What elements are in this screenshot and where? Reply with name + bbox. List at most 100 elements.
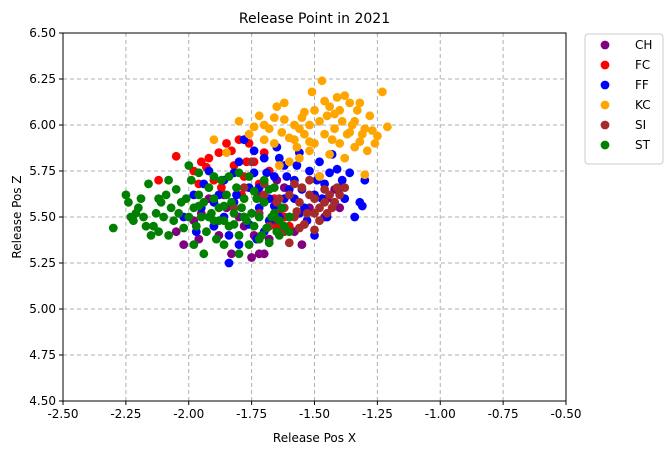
point-kc — [373, 131, 382, 141]
x-tick-label: -0.75 — [488, 407, 519, 421]
x-tick-label: -1.25 — [362, 407, 393, 421]
point-st — [237, 203, 247, 213]
point-st — [169, 216, 179, 226]
point-kc — [269, 113, 279, 122]
point-st — [227, 197, 236, 207]
point-st — [121, 190, 131, 200]
point-kc — [300, 107, 309, 117]
point-ch — [179, 240, 189, 250]
point-si — [332, 183, 342, 193]
point-st — [254, 234, 264, 244]
point-si — [315, 216, 324, 226]
point-ff — [337, 175, 347, 185]
point-kc — [360, 124, 370, 134]
legend-label-kc: KC — [635, 98, 651, 112]
point-ch — [171, 227, 181, 237]
legend-label-si: SI — [635, 118, 646, 132]
point-kc — [335, 105, 345, 115]
point-st — [209, 194, 219, 204]
x-tick-label: -1.50 — [299, 407, 330, 421]
point-st — [284, 227, 294, 237]
point-st — [164, 231, 174, 240]
point-kc — [362, 146, 372, 156]
point-st — [219, 240, 229, 250]
point-kc — [244, 129, 254, 139]
point-st — [154, 227, 164, 237]
point-ff — [274, 153, 284, 163]
point-kc — [305, 120, 314, 130]
point-st — [108, 223, 118, 233]
y-tick-label: 5.25 — [29, 256, 56, 270]
point-si — [239, 183, 249, 193]
point-st — [229, 208, 239, 218]
point-kc — [320, 129, 329, 139]
series-st — [108, 161, 294, 259]
x-tick-label: -1.75 — [236, 407, 267, 421]
point-st — [154, 194, 164, 204]
point-kc — [259, 120, 269, 130]
point-st — [232, 183, 241, 193]
point-ff — [315, 157, 324, 167]
point-kc — [274, 161, 284, 170]
point-kc — [330, 124, 339, 134]
point-st — [264, 238, 274, 248]
point-st — [179, 223, 189, 233]
point-si — [295, 223, 304, 233]
point-fc — [204, 153, 214, 163]
point-si — [320, 197, 329, 207]
point-ff — [234, 240, 244, 250]
point-st — [219, 201, 229, 211]
point-st — [123, 197, 133, 207]
point-st — [217, 175, 226, 185]
point-ff — [282, 172, 292, 181]
point-st — [214, 216, 224, 226]
point-ch — [247, 253, 256, 262]
point-kc — [284, 157, 294, 167]
point-st — [202, 227, 211, 237]
legend-box — [584, 33, 664, 165]
point-ff — [269, 172, 279, 181]
point-st — [196, 212, 206, 222]
point-st — [171, 185, 181, 194]
point-st — [277, 203, 287, 213]
point-st — [151, 208, 161, 218]
point-st — [181, 194, 191, 204]
point-kc — [317, 76, 327, 86]
point-kc — [322, 111, 332, 121]
point-fc — [217, 183, 226, 193]
x-tick-label: -2.25 — [110, 407, 141, 421]
point-kc — [355, 98, 365, 108]
series-kc — [209, 76, 392, 181]
point-st — [194, 201, 204, 211]
point-ch — [297, 240, 307, 250]
point-st — [161, 190, 171, 200]
point-kc — [295, 124, 304, 134]
point-kc — [259, 135, 269, 145]
point-st — [244, 240, 254, 250]
point-st — [184, 212, 194, 222]
y-tick-label: 4.50 — [29, 394, 56, 408]
y-tick-label: 6.25 — [29, 72, 56, 86]
point-st — [129, 216, 138, 226]
point-st — [141, 221, 151, 231]
point-kc — [272, 102, 282, 111]
point-st — [131, 208, 141, 218]
x-axis-ticks: -2.50 -2.25 -2.00 -1.75 -1.50 -1.25 -1.00 -0.75… — [47, 401, 582, 421]
point-kc — [292, 142, 302, 152]
y-axis-title: Release Pos Z — [10, 175, 24, 258]
point-si — [325, 190, 334, 200]
point-st — [164, 175, 174, 185]
point-st — [194, 168, 204, 178]
point-kc — [340, 153, 350, 163]
y-tick-label: 5.75 — [29, 164, 56, 178]
x-tick-label: -1.00 — [425, 407, 456, 421]
point-fc — [214, 148, 224, 158]
point-kc — [352, 105, 362, 115]
point-ch — [254, 249, 264, 259]
point-ff — [345, 168, 355, 178]
point-st — [136, 194, 146, 204]
point-st — [144, 179, 153, 189]
